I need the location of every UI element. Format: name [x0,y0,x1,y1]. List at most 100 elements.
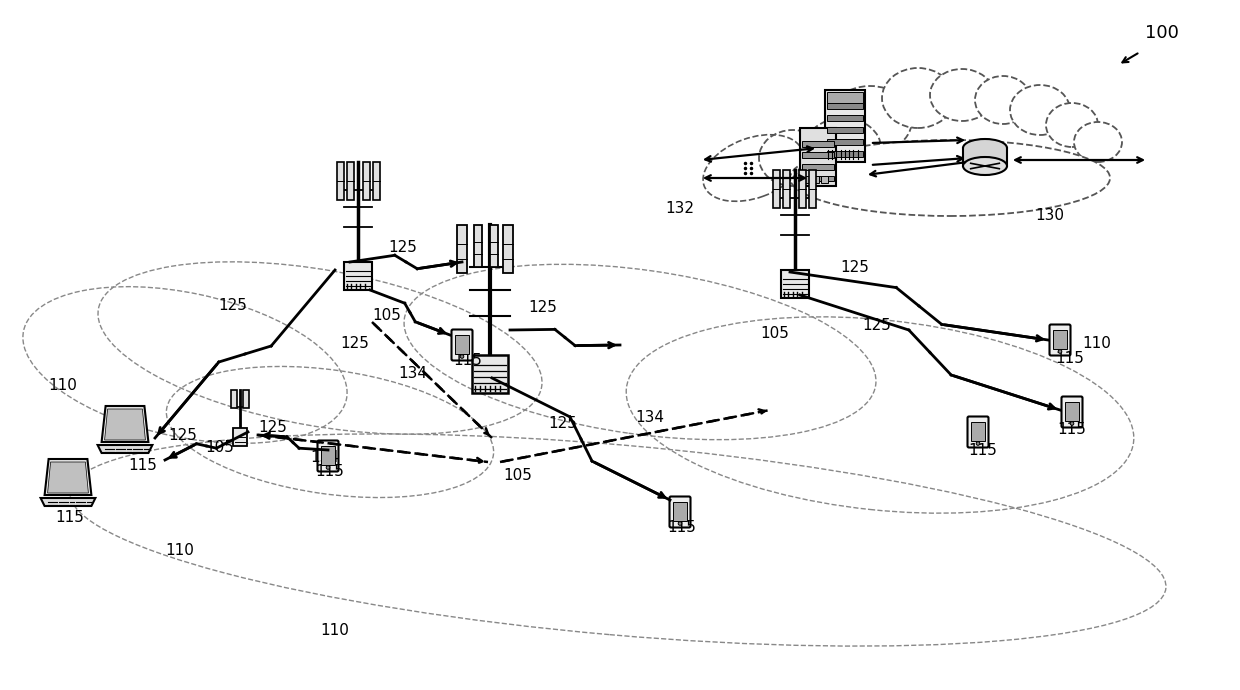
Bar [455,335,469,354]
Text: 115: 115 [128,458,157,473]
Ellipse shape [1011,85,1070,135]
Circle shape [326,466,330,469]
FancyBboxPatch shape [967,417,988,448]
Text: 100: 100 [1145,24,1179,42]
Circle shape [1070,422,1074,425]
Bar [673,502,687,521]
Bar [963,148,1007,166]
Text: 125: 125 [218,298,247,313]
Text: 115: 115 [55,510,84,525]
Ellipse shape [828,86,911,154]
Bar [336,162,343,200]
Text: 110: 110 [48,378,77,393]
Text: 125: 125 [340,336,368,351]
Bar [343,262,372,290]
Bar [346,162,353,200]
Bar [1065,402,1079,421]
Bar [827,126,863,133]
Bar [821,176,828,183]
Bar [802,152,835,158]
Bar [800,128,836,186]
Bar [971,422,985,441]
Polygon shape [41,498,95,506]
Text: 105: 105 [760,326,789,341]
Text: 134: 134 [398,366,427,381]
Ellipse shape [963,157,1007,175]
Text: 130: 130 [1035,208,1064,223]
Text: 110: 110 [165,543,193,558]
Ellipse shape [1047,103,1097,147]
Text: 115: 115 [315,464,343,479]
Bar [233,428,247,446]
Text: 125: 125 [528,300,557,315]
Ellipse shape [930,69,994,121]
Bar [784,170,791,208]
Ellipse shape [1074,122,1122,162]
Text: 110: 110 [1083,336,1111,351]
Bar [372,162,379,200]
Ellipse shape [963,139,1007,157]
Text: 115: 115 [453,353,482,368]
Text: 105: 105 [372,308,401,323]
Text: 134: 134 [635,410,663,425]
Bar [800,170,806,208]
Bar [231,390,237,408]
Text: 132: 132 [666,201,694,216]
Ellipse shape [759,130,827,186]
Bar [472,355,508,393]
Polygon shape [102,406,149,442]
Bar [490,225,498,267]
Bar [474,225,482,267]
Text: 105: 105 [205,440,234,455]
Ellipse shape [975,76,1030,124]
Text: 125: 125 [548,416,577,431]
FancyBboxPatch shape [1049,324,1070,355]
Text: 125: 125 [388,240,417,255]
Bar [321,446,335,465]
Bar [781,270,808,298]
FancyBboxPatch shape [317,440,339,471]
Text: 125: 125 [258,420,286,435]
Text: 115: 115 [1055,351,1084,366]
Text: 125: 125 [167,428,197,443]
Bar [802,164,835,170]
Bar [802,175,835,181]
Polygon shape [45,459,92,495]
Bar [503,225,513,273]
Text: 134: 134 [310,450,339,465]
Bar [827,139,863,145]
Text: 110: 110 [320,623,348,638]
Ellipse shape [790,140,1110,216]
FancyBboxPatch shape [670,497,691,527]
Bar [1053,330,1066,349]
Polygon shape [47,462,88,493]
Bar [825,90,866,162]
Bar [362,162,370,200]
Text: 125: 125 [862,318,890,333]
Bar [458,225,467,273]
Bar [802,141,835,146]
Bar [812,176,818,183]
Circle shape [678,522,682,525]
Text: 115: 115 [1056,422,1086,437]
Text: 105: 105 [503,468,532,483]
Bar [827,92,863,103]
FancyBboxPatch shape [1061,397,1083,428]
Ellipse shape [882,68,954,128]
Circle shape [1058,350,1061,353]
Bar [774,170,780,208]
Text: 115: 115 [968,443,997,458]
Bar [804,176,810,183]
Text: 125: 125 [839,260,869,275]
Bar [827,115,863,121]
Circle shape [976,442,980,445]
Bar [243,390,249,408]
FancyBboxPatch shape [451,330,472,360]
Polygon shape [104,409,145,440]
Bar [827,150,863,157]
Ellipse shape [805,118,880,178]
Bar [827,103,863,109]
Circle shape [460,355,464,358]
Polygon shape [98,445,153,453]
Bar [810,170,816,208]
